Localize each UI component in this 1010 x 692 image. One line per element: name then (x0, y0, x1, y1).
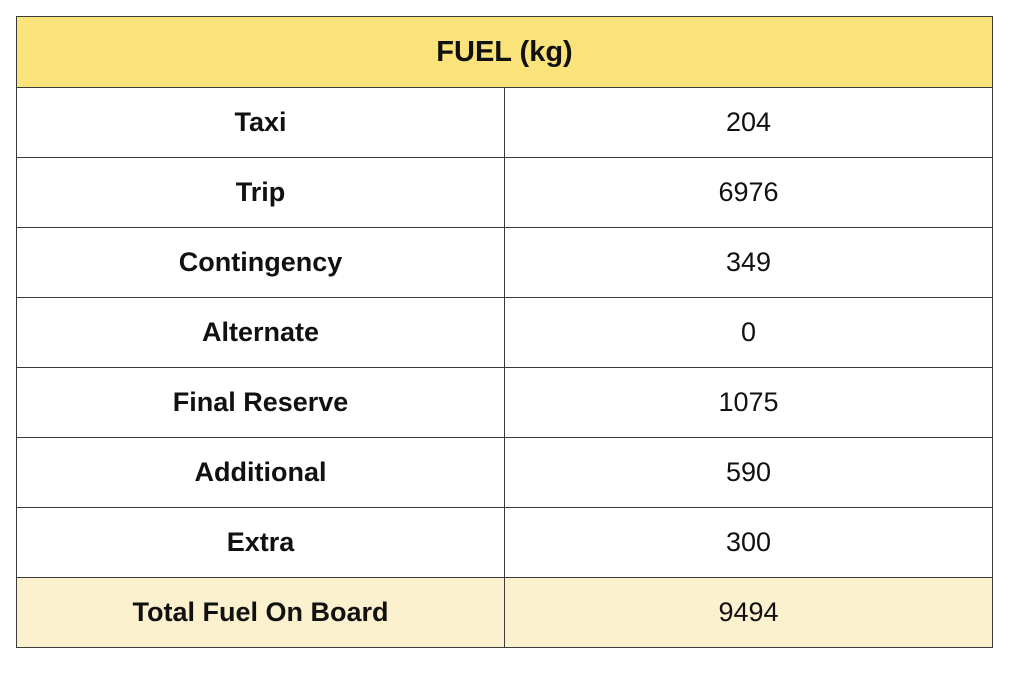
table-row: Alternate 0 (16, 297, 993, 368)
table-row: Final Reserve 1075 (16, 367, 993, 438)
row-label-trip: Trip (16, 157, 505, 228)
row-value-additional: 590 (504, 437, 993, 508)
row-value-extra: 300 (504, 507, 993, 578)
row-label-taxi: Taxi (16, 87, 505, 158)
total-value: 9494 (504, 577, 993, 648)
row-label-extra: Extra (16, 507, 505, 578)
row-label-final-reserve: Final Reserve (16, 367, 505, 438)
table-row: Trip 6976 (16, 157, 993, 228)
row-label-contingency: Contingency (16, 227, 505, 298)
table-title: FUEL (kg) (16, 16, 993, 88)
table-row: Contingency 349 (16, 227, 993, 298)
table-row: Taxi 204 (16, 87, 993, 158)
table-row: Extra 300 (16, 507, 993, 578)
table-row: Additional 590 (16, 437, 993, 508)
row-value-taxi: 204 (504, 87, 993, 158)
row-value-contingency: 349 (504, 227, 993, 298)
fuel-table: FUEL (kg) Taxi 204 Trip 6976 Contingency… (16, 16, 993, 648)
total-label: Total Fuel On Board (16, 577, 505, 648)
table-header-row: FUEL (kg) (16, 16, 993, 88)
row-value-alternate: 0 (504, 297, 993, 368)
row-label-additional: Additional (16, 437, 505, 508)
row-label-alternate: Alternate (16, 297, 505, 368)
row-value-trip: 6976 (504, 157, 993, 228)
total-row: Total Fuel On Board 9494 (16, 577, 993, 648)
row-value-final-reserve: 1075 (504, 367, 993, 438)
